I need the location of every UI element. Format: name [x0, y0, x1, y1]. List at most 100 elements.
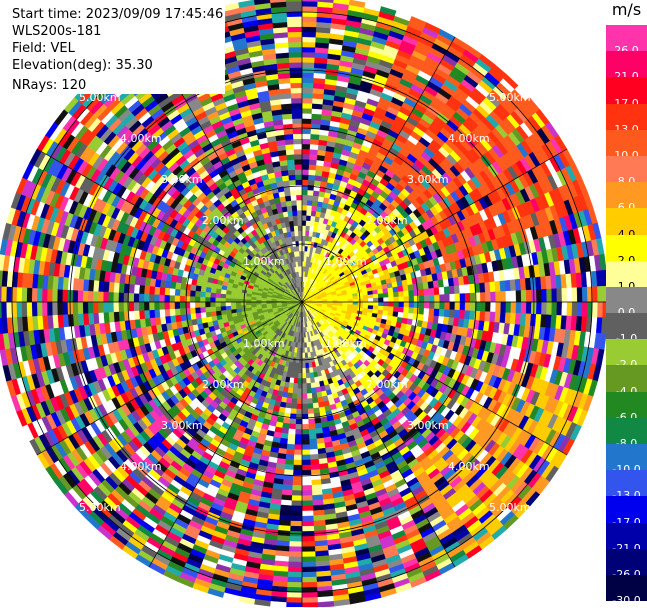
radar-gate	[302, 368, 306, 373]
radar-gate	[313, 505, 324, 511]
radar-gate	[302, 185, 308, 190]
radar-gate	[313, 196, 319, 202]
radar-gate	[470, 293, 475, 302]
radar-gate	[288, 557, 302, 562]
radar-gate	[311, 129, 320, 135]
radar-gate	[298, 373, 302, 378]
radar-gate	[294, 455, 302, 460]
radar-gate	[378, 306, 383, 311]
radar-gate	[312, 201, 318, 207]
radar-gate	[302, 62, 315, 67]
radar-gate	[302, 37, 316, 43]
radar-gate	[302, 83, 314, 88]
radar-gate	[358, 296, 363, 300]
radar-gate	[299, 358, 302, 363]
radar-gate	[409, 302, 414, 308]
radar-gate	[289, 419, 296, 425]
radar-gate	[413, 284, 419, 291]
radar-gate	[309, 429, 316, 435]
radar-gate	[307, 205, 312, 211]
radar-gate	[393, 292, 399, 297]
radar-gate	[309, 439, 317, 445]
radar-gate	[445, 302, 450, 310]
radar-gate	[296, 414, 302, 419]
radar-gate	[294, 378, 299, 383]
radar-gate	[310, 373, 315, 379]
radar-gate	[282, 485, 292, 491]
radar-gate	[302, 562, 316, 568]
radar-gate	[311, 469, 320, 475]
radar-gate	[424, 295, 429, 302]
radar-gate	[310, 139, 319, 145]
radar-gate	[305, 358, 309, 363]
radar-gate	[295, 424, 302, 429]
radar-gate	[302, 363, 306, 368]
radar-gate	[592, 302, 598, 318]
radar-gate	[307, 195, 313, 201]
radar-gate	[291, 516, 303, 521]
radar-gate	[429, 309, 435, 316]
radar-gate	[302, 424, 309, 429]
radar-gate	[302, 419, 308, 424]
radar-gate	[368, 298, 373, 302]
radar-gate	[562, 288, 568, 302]
radar-gate	[302, 460, 311, 465]
radar-gate	[384, 302, 389, 307]
radar-gate	[289, 547, 302, 552]
radar-gate	[399, 297, 404, 302]
radar-gate	[469, 311, 475, 320]
radar-gate	[302, 603, 318, 608]
radar-gate	[302, 164, 309, 169]
radar-gate	[506, 302, 511, 313]
radar-gate	[284, 469, 293, 475]
radar-gate	[480, 283, 486, 293]
radar-gate	[302, 88, 313, 93]
radar-gate	[302, 567, 316, 573]
radar-gate	[480, 311, 486, 321]
radar-gate	[572, 302, 578, 316]
radar-gate	[464, 284, 470, 293]
radar-gate	[414, 302, 419, 308]
radar-gate	[440, 302, 445, 310]
radar-gate	[295, 429, 302, 434]
radar-gate	[373, 302, 378, 306]
radar-gate	[454, 286, 460, 295]
radar-gate	[465, 293, 470, 302]
radar-gate	[302, 511, 313, 516]
radar-gate	[516, 291, 521, 303]
radar-gate	[302, 592, 318, 598]
radar-gate	[302, 78, 314, 83]
radar-gate	[289, 552, 302, 557]
radar-gate	[398, 312, 404, 318]
radar-gate	[429, 295, 434, 302]
radar-gate	[302, 0, 318, 2]
radar-gate	[302, 470, 311, 475]
radar-gate	[302, 200, 307, 205]
radar-gate	[577, 302, 583, 317]
radar-gate	[419, 308, 425, 315]
radar-gate	[547, 289, 552, 302]
radar-gate	[526, 302, 531, 314]
radar-gate	[536, 302, 541, 315]
radar-gate	[311, 134, 320, 140]
radar-gate	[291, 511, 302, 516]
radar-gate	[314, 413, 321, 419]
radar-gate	[302, 226, 306, 231]
radar-gate	[302, 149, 310, 154]
radar-gate	[404, 302, 409, 308]
radar-gate	[289, 541, 302, 546]
radar-gate	[308, 180, 315, 186]
radar-gate	[378, 302, 383, 306]
radar-gate	[302, 516, 314, 521]
radar-gate	[297, 389, 302, 394]
radar-gate	[429, 288, 435, 295]
radar-gate	[280, 505, 291, 511]
radar-gate	[470, 302, 475, 311]
radar-gate	[312, 103, 323, 109]
radar-gate	[505, 313, 511, 324]
radar-gate	[496, 302, 501, 312]
radar-gate	[311, 383, 316, 389]
radar-gate	[302, 378, 306, 383]
radar-gate	[291, 501, 302, 506]
radar-gate	[424, 308, 430, 315]
